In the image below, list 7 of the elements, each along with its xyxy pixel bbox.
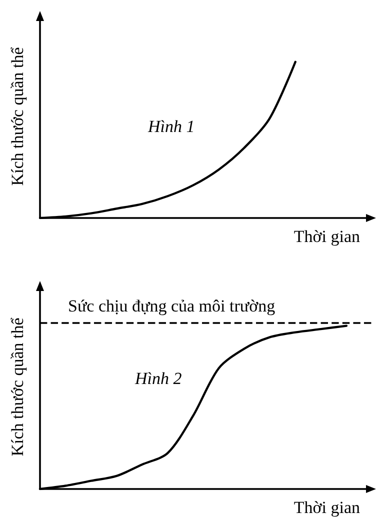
y-axis-title: Kích thước quần thể [8, 317, 27, 456]
annotation: Hình 1 [147, 117, 195, 136]
ref-line-label: Sức chịu đựng của môi trường [68, 296, 276, 316]
y-axis-title: Kích thước quần thể [8, 46, 27, 186]
x-axis-title: Thời gian [294, 498, 360, 517]
x-axis-title: Thời gian [294, 227, 360, 246]
annotation: Hình 2 [134, 369, 182, 388]
